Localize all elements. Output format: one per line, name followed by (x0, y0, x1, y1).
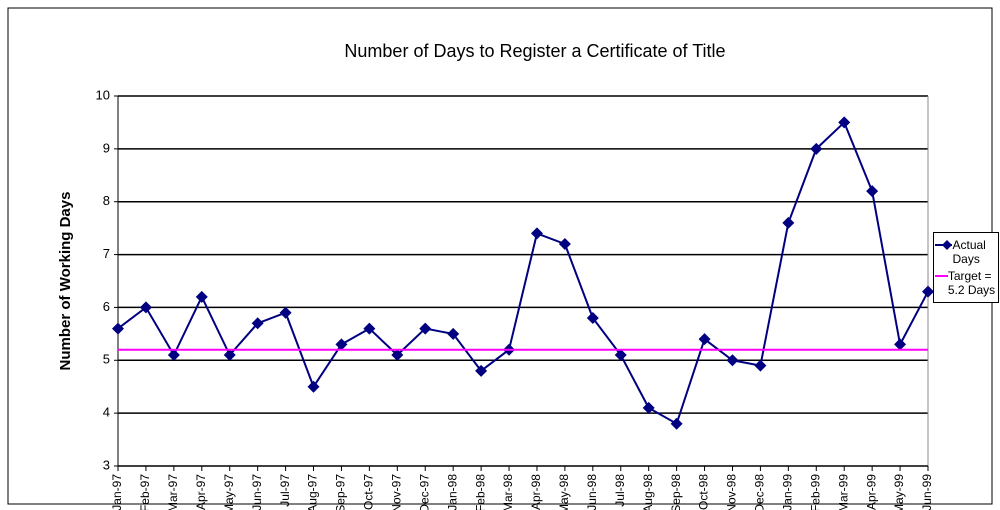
x-tick-label: Mar-97 (166, 474, 180, 510)
point (307, 380, 320, 393)
legend-entry: Target = 5.2 Days (934, 269, 998, 297)
point (167, 349, 180, 361)
point (447, 327, 460, 340)
point (112, 322, 124, 335)
x-tick-label: Jan-99 (781, 474, 795, 510)
point (670, 417, 683, 430)
legend-entry: Actual Days (934, 238, 998, 266)
point (922, 285, 934, 298)
x-tick-label: Jul-98 (613, 474, 627, 507)
point (782, 216, 795, 229)
x-tick-label: Sep-98 (669, 474, 683, 510)
x-tick-label: Jan-98 (445, 474, 459, 510)
x-tick-label: Apr-97 (194, 474, 208, 510)
x-tick-label: May-99 (892, 474, 906, 510)
x-tick-label: Jan-97 (110, 474, 124, 510)
y-tick-label: 8 (103, 193, 110, 208)
y-tick-label: 9 (103, 140, 110, 155)
x-tick-label: Mar-98 (501, 474, 515, 510)
point (866, 185, 879, 198)
y-tick-label: 4 (103, 405, 110, 420)
x-tick-label: Jun-99 (920, 474, 934, 510)
legend-swatch-marker (942, 240, 952, 250)
y-tick-label: 6 (103, 299, 110, 314)
point (754, 359, 767, 372)
point (726, 354, 739, 367)
x-tick-label: May-97 (222, 474, 236, 510)
point (810, 142, 823, 155)
point (195, 290, 208, 303)
chart-frame (7, 7, 993, 505)
y-tick-label: 3 (103, 457, 110, 472)
x-tick-label: Aug-98 (641, 474, 655, 510)
point (391, 349, 404, 361)
point (530, 227, 543, 240)
x-tick-label: Oct-97 (362, 474, 376, 510)
x-tick-label: Apr-99 (864, 474, 878, 510)
x-tick-label: Sep-97 (334, 474, 348, 510)
point (614, 349, 627, 361)
x-tick-label: May-98 (557, 474, 571, 510)
legend-label: Actual Days (952, 238, 986, 266)
legend-label: Target = 5.2 Days (947, 269, 996, 297)
y-axis-label: Number of Working Days (57, 192, 74, 371)
point (251, 317, 264, 330)
legend: Actual Days Target = 5.2 Days (933, 232, 999, 303)
x-tick-label: Feb-98 (473, 474, 487, 510)
x-tick-label: Dec-98 (753, 474, 767, 510)
x-tick-label: Oct-98 (697, 474, 711, 510)
x-tick-label: Dec-97 (417, 474, 431, 510)
y-tick-label: 10 (96, 87, 110, 102)
x-tick-label: Apr-98 (529, 474, 543, 510)
point (586, 312, 599, 324)
x-tick-label: Nov-98 (725, 474, 739, 510)
point (558, 238, 571, 250)
x-tick-label: Mar-99 (836, 474, 850, 510)
x-tick-label: Feb-97 (138, 474, 152, 510)
series-line (117, 120, 929, 426)
point (419, 322, 432, 335)
point (894, 338, 907, 351)
point (838, 116, 851, 129)
x-tick-label: Jul-97 (278, 474, 292, 507)
point (698, 333, 711, 346)
y-tick-label: 7 (103, 246, 110, 261)
legend-swatch (935, 240, 953, 250)
point (363, 322, 376, 335)
chart-title: Number of Days to Register a Certificate… (344, 41, 725, 61)
x-tick-label: Feb-99 (808, 474, 822, 510)
legend-swatch (935, 275, 948, 277)
point (335, 338, 348, 351)
point (223, 349, 236, 361)
x-tick-label: Jun-97 (250, 474, 264, 510)
point (139, 301, 152, 314)
x-tick-label: Aug-97 (306, 474, 320, 510)
point (475, 364, 488, 377)
point (642, 401, 655, 414)
point (279, 306, 292, 319)
y-tick-label: 5 (103, 352, 110, 367)
x-tick-label: Nov-97 (389, 474, 403, 510)
x-tick-label: Jun-98 (585, 474, 599, 510)
